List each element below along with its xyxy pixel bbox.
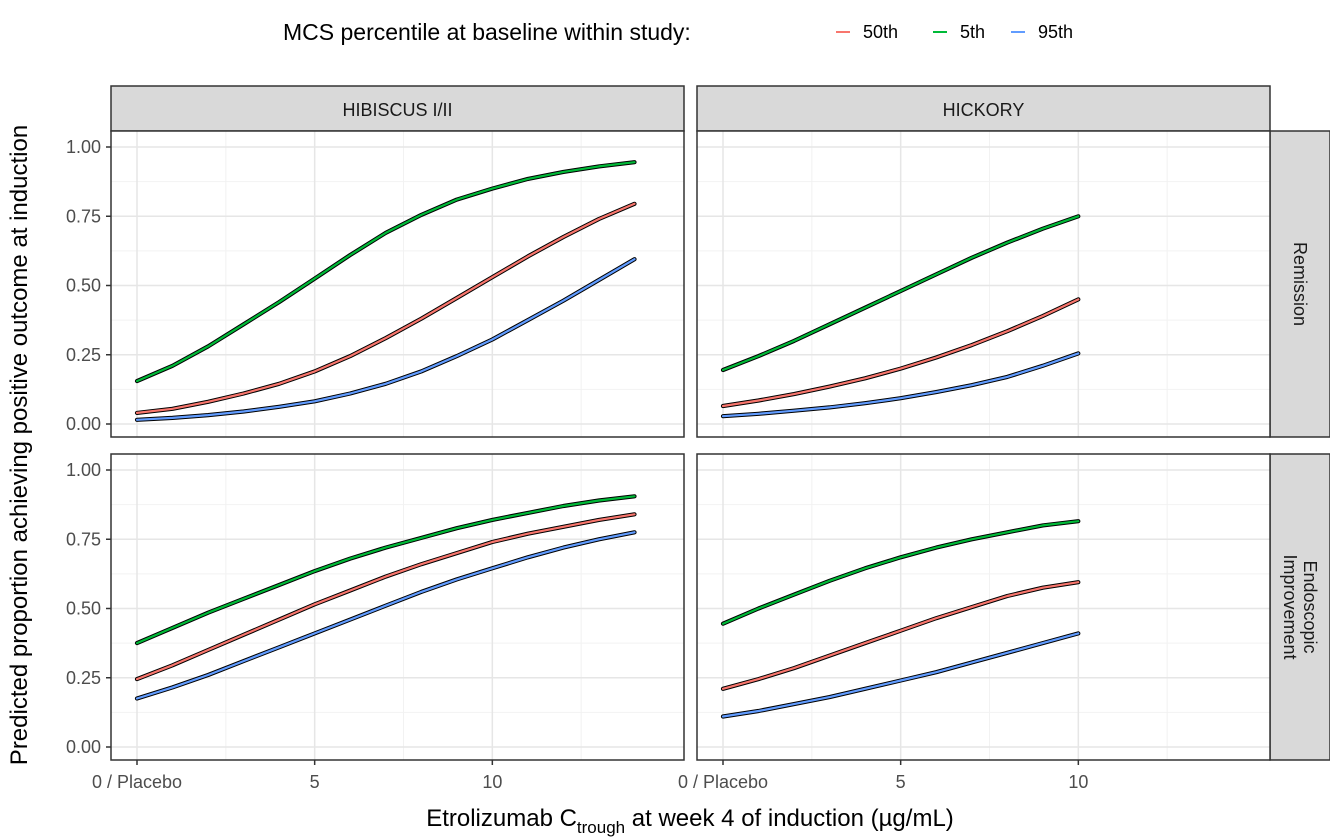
facet-strip-column-label: HICKORY: [943, 100, 1025, 120]
x-tick-label: 10: [482, 772, 502, 792]
panel: [696, 130, 1271, 438]
x-tick-label: 10: [1068, 772, 1088, 792]
y-axis-title: Predicted proportion achieving positive …: [6, 125, 33, 765]
series-line-50th: [721, 581, 1080, 690]
series-line-95th: [721, 632, 1080, 718]
y-tick-label: 0.25: [66, 668, 101, 688]
x-axis-title-suffix: at week 4 of induction (µg/mL): [625, 805, 954, 832]
series-line-50th: [135, 202, 636, 414]
legend-title: MCS percentile at baseline within study:: [283, 19, 691, 45]
series-line-95th: [135, 531, 636, 700]
x-axis-title-subscript: trough: [577, 818, 625, 837]
series-line-95th: [135, 258, 636, 421]
panel-border: [110, 130, 685, 438]
facet-panels: HIBISCUS I/II HICKORY Remission EndoscopicI…: [110, 85, 1330, 761]
series-line-95th: [721, 352, 1080, 418]
y-tick-label: 0.25: [66, 345, 101, 365]
x-tick-label: 5: [310, 772, 320, 792]
panel-border: [110, 453, 685, 761]
panel-background: [111, 131, 684, 437]
panel-border: [696, 130, 1271, 438]
x-axis-title-prefix: Etrolizumab C: [426, 805, 577, 832]
legend-label-5th: 5th: [960, 22, 985, 42]
y-tick-label: 0.00: [66, 737, 101, 757]
series-line-5th: [721, 520, 1080, 625]
panel-background: [697, 454, 1270, 760]
facet-strip-row: [1269, 130, 1330, 438]
panel-border: [696, 453, 1271, 761]
series-line-5th: [721, 215, 1080, 372]
panel: [110, 453, 685, 761]
y-tick-label: 0.00: [66, 414, 101, 434]
y-tick-label: 0.75: [66, 529, 101, 549]
y-tick-label: 1.00: [66, 137, 101, 157]
legend-label-95th: 95th: [1038, 22, 1073, 42]
panel: [696, 453, 1271, 761]
facet-strip-row: [1269, 453, 1330, 761]
series-line-5th: [135, 495, 636, 645]
legend-label-50th: 50th: [863, 22, 898, 42]
series-line-50th: [721, 298, 1080, 408]
y-tick-label: 0.75: [66, 206, 101, 226]
facet-strip-column: [110, 85, 685, 132]
y-tick-label: 1.00: [66, 460, 101, 480]
x-tick-label: 0 / Placebo: [678, 772, 768, 792]
axes: 0.00 0.25 0.50 0.75 1.00 0.00 0.25 0.50 0.75 1.00…: [6, 125, 1088, 837]
panel-background: [697, 131, 1270, 437]
x-tick-label: 0 / Placebo: [92, 772, 182, 792]
facet-strip-column: [696, 85, 1271, 132]
y-tick-label: 0.50: [66, 276, 101, 296]
x-axis-title: Etrolizumab Ctrough at week 4 of inducti…: [426, 805, 954, 837]
x-tick-label: 5: [896, 772, 906, 792]
y-tick-label: 0.50: [66, 599, 101, 619]
series-line-50th: [135, 513, 636, 681]
facet-strip-column-label: HIBISCUS I/II: [342, 100, 452, 120]
series-line-5th: [135, 161, 636, 383]
facet-strip-row-label: Endoscopic: [1300, 560, 1320, 653]
facet-strip-row-label: Remission: [1290, 242, 1310, 326]
facet-strip-row-label: Improvement: [1280, 554, 1300, 659]
panel: [110, 130, 685, 438]
legend: MCS percentile at baseline within study:…: [283, 19, 1073, 45]
